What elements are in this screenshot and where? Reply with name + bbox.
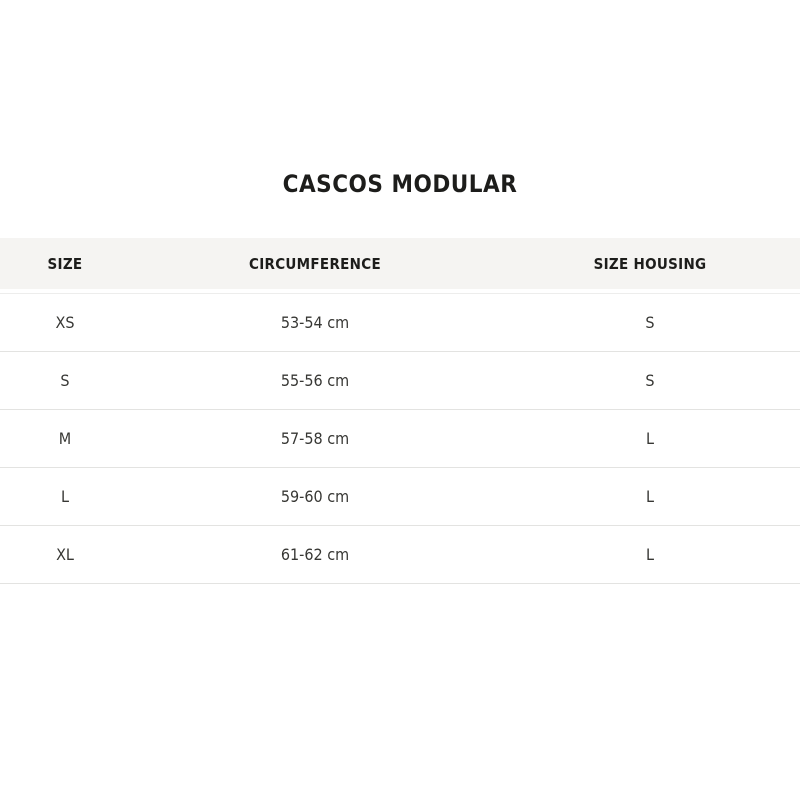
cell-circumference: 55-56 cm: [280, 370, 350, 390]
table-row: XS 53-54 cm S: [0, 294, 800, 352]
column-header-size-housing: SIZE HOUSING: [593, 254, 707, 273]
cell-size: M: [58, 428, 72, 448]
table-row: L 59-60 cm L: [0, 468, 800, 526]
cell-size-housing: S: [645, 370, 655, 390]
size-table: SIZE CIRCUMFERENCE SIZE HOUSING XS 53-54…: [0, 238, 800, 584]
cell-size-housing: L: [645, 428, 654, 448]
cell-size-housing: L: [645, 486, 654, 506]
cell-circumference: 53-54 cm: [280, 312, 350, 332]
table-row: XL 61-62 cm L: [0, 526, 800, 584]
cell-size-housing: S: [645, 312, 655, 332]
table-header-row: SIZE CIRCUMFERENCE SIZE HOUSING: [0, 238, 800, 289]
cell-size: XS: [55, 312, 75, 332]
page-title: CASCOS MODULAR: [282, 170, 518, 198]
table-body: XS 53-54 cm S S 55-56 cm S M 57-58 cm L …: [0, 293, 800, 584]
cell-circumference: 57-58 cm: [280, 428, 350, 448]
cell-size: S: [60, 370, 70, 390]
cell-size: L: [60, 486, 69, 506]
table-row: M 57-58 cm L: [0, 410, 800, 468]
cell-circumference: 61-62 cm: [280, 544, 350, 564]
column-header-size: SIZE: [47, 254, 83, 273]
cell-size: XL: [56, 544, 74, 564]
column-header-circumference: CIRCUMFERENCE: [249, 254, 381, 273]
cell-size-housing: L: [645, 544, 654, 564]
cell-circumference: 59-60 cm: [280, 486, 350, 506]
table-row: S 55-56 cm S: [0, 352, 800, 410]
